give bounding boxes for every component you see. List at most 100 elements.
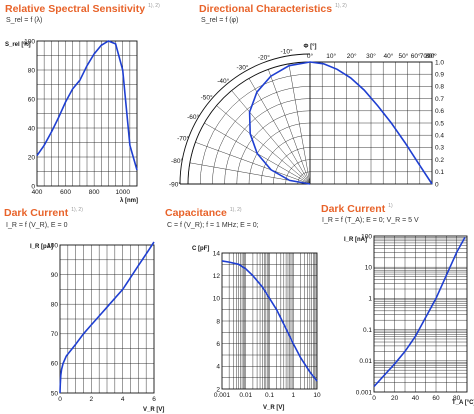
subtitle-dark-current-ta: I_R = f (T_A); E = 0; V_R = 5 V [322, 217, 419, 224]
angle-tick-label: 10° [326, 52, 336, 60]
x-tick-label: 1000 [115, 189, 130, 196]
angle-tick-label: -40° [217, 77, 229, 85]
plot-frame [36, 40, 138, 187]
y-tick-label: 80 [28, 67, 36, 74]
grid-radial [195, 142, 311, 185]
radial-tick-label: 0.4 [435, 133, 444, 140]
x-tick-label: 6 [152, 396, 156, 403]
title-dark-current-ta: Dark Current 1) [321, 203, 393, 215]
y-tick-label: 14 [213, 250, 221, 257]
x-tick-label: 1 [291, 392, 295, 399]
y-axis-label: C [pF] [192, 246, 209, 252]
y-tick-label: 10 [365, 265, 373, 272]
grid-arc [212, 86, 311, 185]
angle-tick-label: 70° [420, 52, 430, 60]
y-tick-label: 100 [47, 242, 58, 249]
grid-radial [288, 63, 311, 185]
radial-tick-label: 0.5 [435, 120, 444, 127]
subtitle-directional: S_rel = f (φ) [201, 17, 239, 24]
angle-tick-label: -80° [171, 157, 183, 165]
angle-tick-label: -90° [169, 181, 181, 189]
x-tick-label: 80 [453, 395, 461, 402]
y-tick-label: 100 [24, 38, 35, 45]
title-capacitance: Capacitance 1), 2) [165, 207, 242, 219]
y-tick-label: 90 [51, 272, 59, 279]
angle-tick-label: -50° [201, 94, 213, 102]
x-tick-label: 0.001 [214, 392, 231, 399]
y-tick-label: 6 [216, 341, 220, 348]
dark-current-vr-curve [59, 241, 155, 394]
angle-tick-label: 20° [347, 52, 357, 60]
y-tick-label: 10 [213, 296, 221, 303]
y-axis-label: I_R [pA] [30, 244, 53, 250]
x-tick-label: 20 [391, 395, 399, 402]
y-tick-label: 2 [216, 386, 220, 393]
subtitle-capacitance: C = f (V_R); f = 1 MHz; E = 0; [167, 222, 259, 229]
y-tick-label: 0.001 [356, 389, 373, 396]
y-tick-label: 100 [361, 233, 372, 240]
radial-tick-label: 0.2 [435, 157, 444, 164]
x-tick-label: 400 [32, 189, 43, 196]
y-tick-label: 4 [216, 364, 220, 371]
y-axis-label: I_R [nA] [344, 237, 367, 243]
y-axis-label: S_rel [%] [5, 42, 31, 48]
radial-tick-label: 0.9 [435, 72, 444, 79]
radial-tick-label: 0.6 [435, 108, 444, 115]
subtitle-dark-current-vr: I_R = f (V_R), E = 0 [6, 222, 68, 229]
x-tick-label: 40 [412, 395, 420, 402]
x-tick-label: 60 [432, 395, 440, 402]
x-tick-label: 600 [60, 189, 71, 196]
y-tick-label: 0.01 [359, 358, 372, 365]
grid-radial [268, 69, 311, 185]
angle-tick-label: -70° [177, 134, 189, 142]
radial-tick-label: 0.7 [435, 96, 444, 103]
y-tick-label: 50 [51, 390, 59, 397]
angle-tick-label: -20° [258, 54, 270, 62]
grid-radial [248, 78, 311, 185]
grid-arc [236, 110, 311, 185]
outer-arc [187, 61, 311, 185]
angle-tick-label: 80° [425, 52, 435, 60]
angle-tick-label: -10° [281, 48, 293, 56]
x-tick-label: 0.01 [239, 392, 252, 399]
directional-curve [248, 61, 433, 185]
x-tick-label: 0.1 [265, 392, 274, 399]
x-tick-label: 0 [372, 395, 376, 402]
polar-frame-right [309, 61, 433, 185]
radial-tick-label: 1.0 [435, 59, 444, 66]
radial-tick-label: 0.1 [435, 169, 444, 176]
radial-tick-label: 0 [435, 181, 439, 188]
angle-tick-label: 40° [383, 52, 393, 60]
plot-frame [373, 235, 468, 393]
x-axis-label: V_R [V] [263, 405, 284, 411]
x-tick-label: 10 [313, 392, 321, 399]
grid-radial [216, 105, 311, 185]
grid-arc [199, 73, 311, 185]
title-directional: Directional Characteristics 1), 2) [199, 3, 347, 15]
x-axis-label: T_A [°C] [452, 400, 474, 406]
angle-tick-label: 50° [399, 52, 409, 60]
y-tick-label: 12 [213, 273, 221, 280]
x-axis-label: λ [nm] [120, 198, 138, 204]
y-tick-label: 0 [31, 183, 35, 190]
angle-tick-label: 90° [427, 52, 437, 60]
y-tick-label: 80 [51, 302, 59, 309]
x-tick-label: 0 [58, 396, 62, 403]
y-tick-label: 60 [28, 96, 36, 103]
grid-arc [248, 122, 311, 185]
title-dark-current-vr: Dark Current 1), 2) [4, 207, 83, 219]
grid-radial [231, 90, 311, 185]
y-tick-label: 0.1 [363, 327, 372, 334]
angle-tick-label: -30° [237, 64, 249, 72]
y-tick-label: 8 [216, 318, 220, 325]
plot-frame [59, 244, 155, 394]
radial-tick-label: 0.3 [435, 145, 444, 152]
y-tick-label: 20 [28, 154, 36, 161]
capacitance-curve [221, 260, 318, 382]
plot-frame [221, 252, 318, 390]
spectral-curve [36, 40, 138, 171]
angle-axis-label: Φ [°] [304, 44, 317, 50]
grid-arc [285, 159, 311, 185]
angle-tick-label: -60° [187, 113, 199, 121]
